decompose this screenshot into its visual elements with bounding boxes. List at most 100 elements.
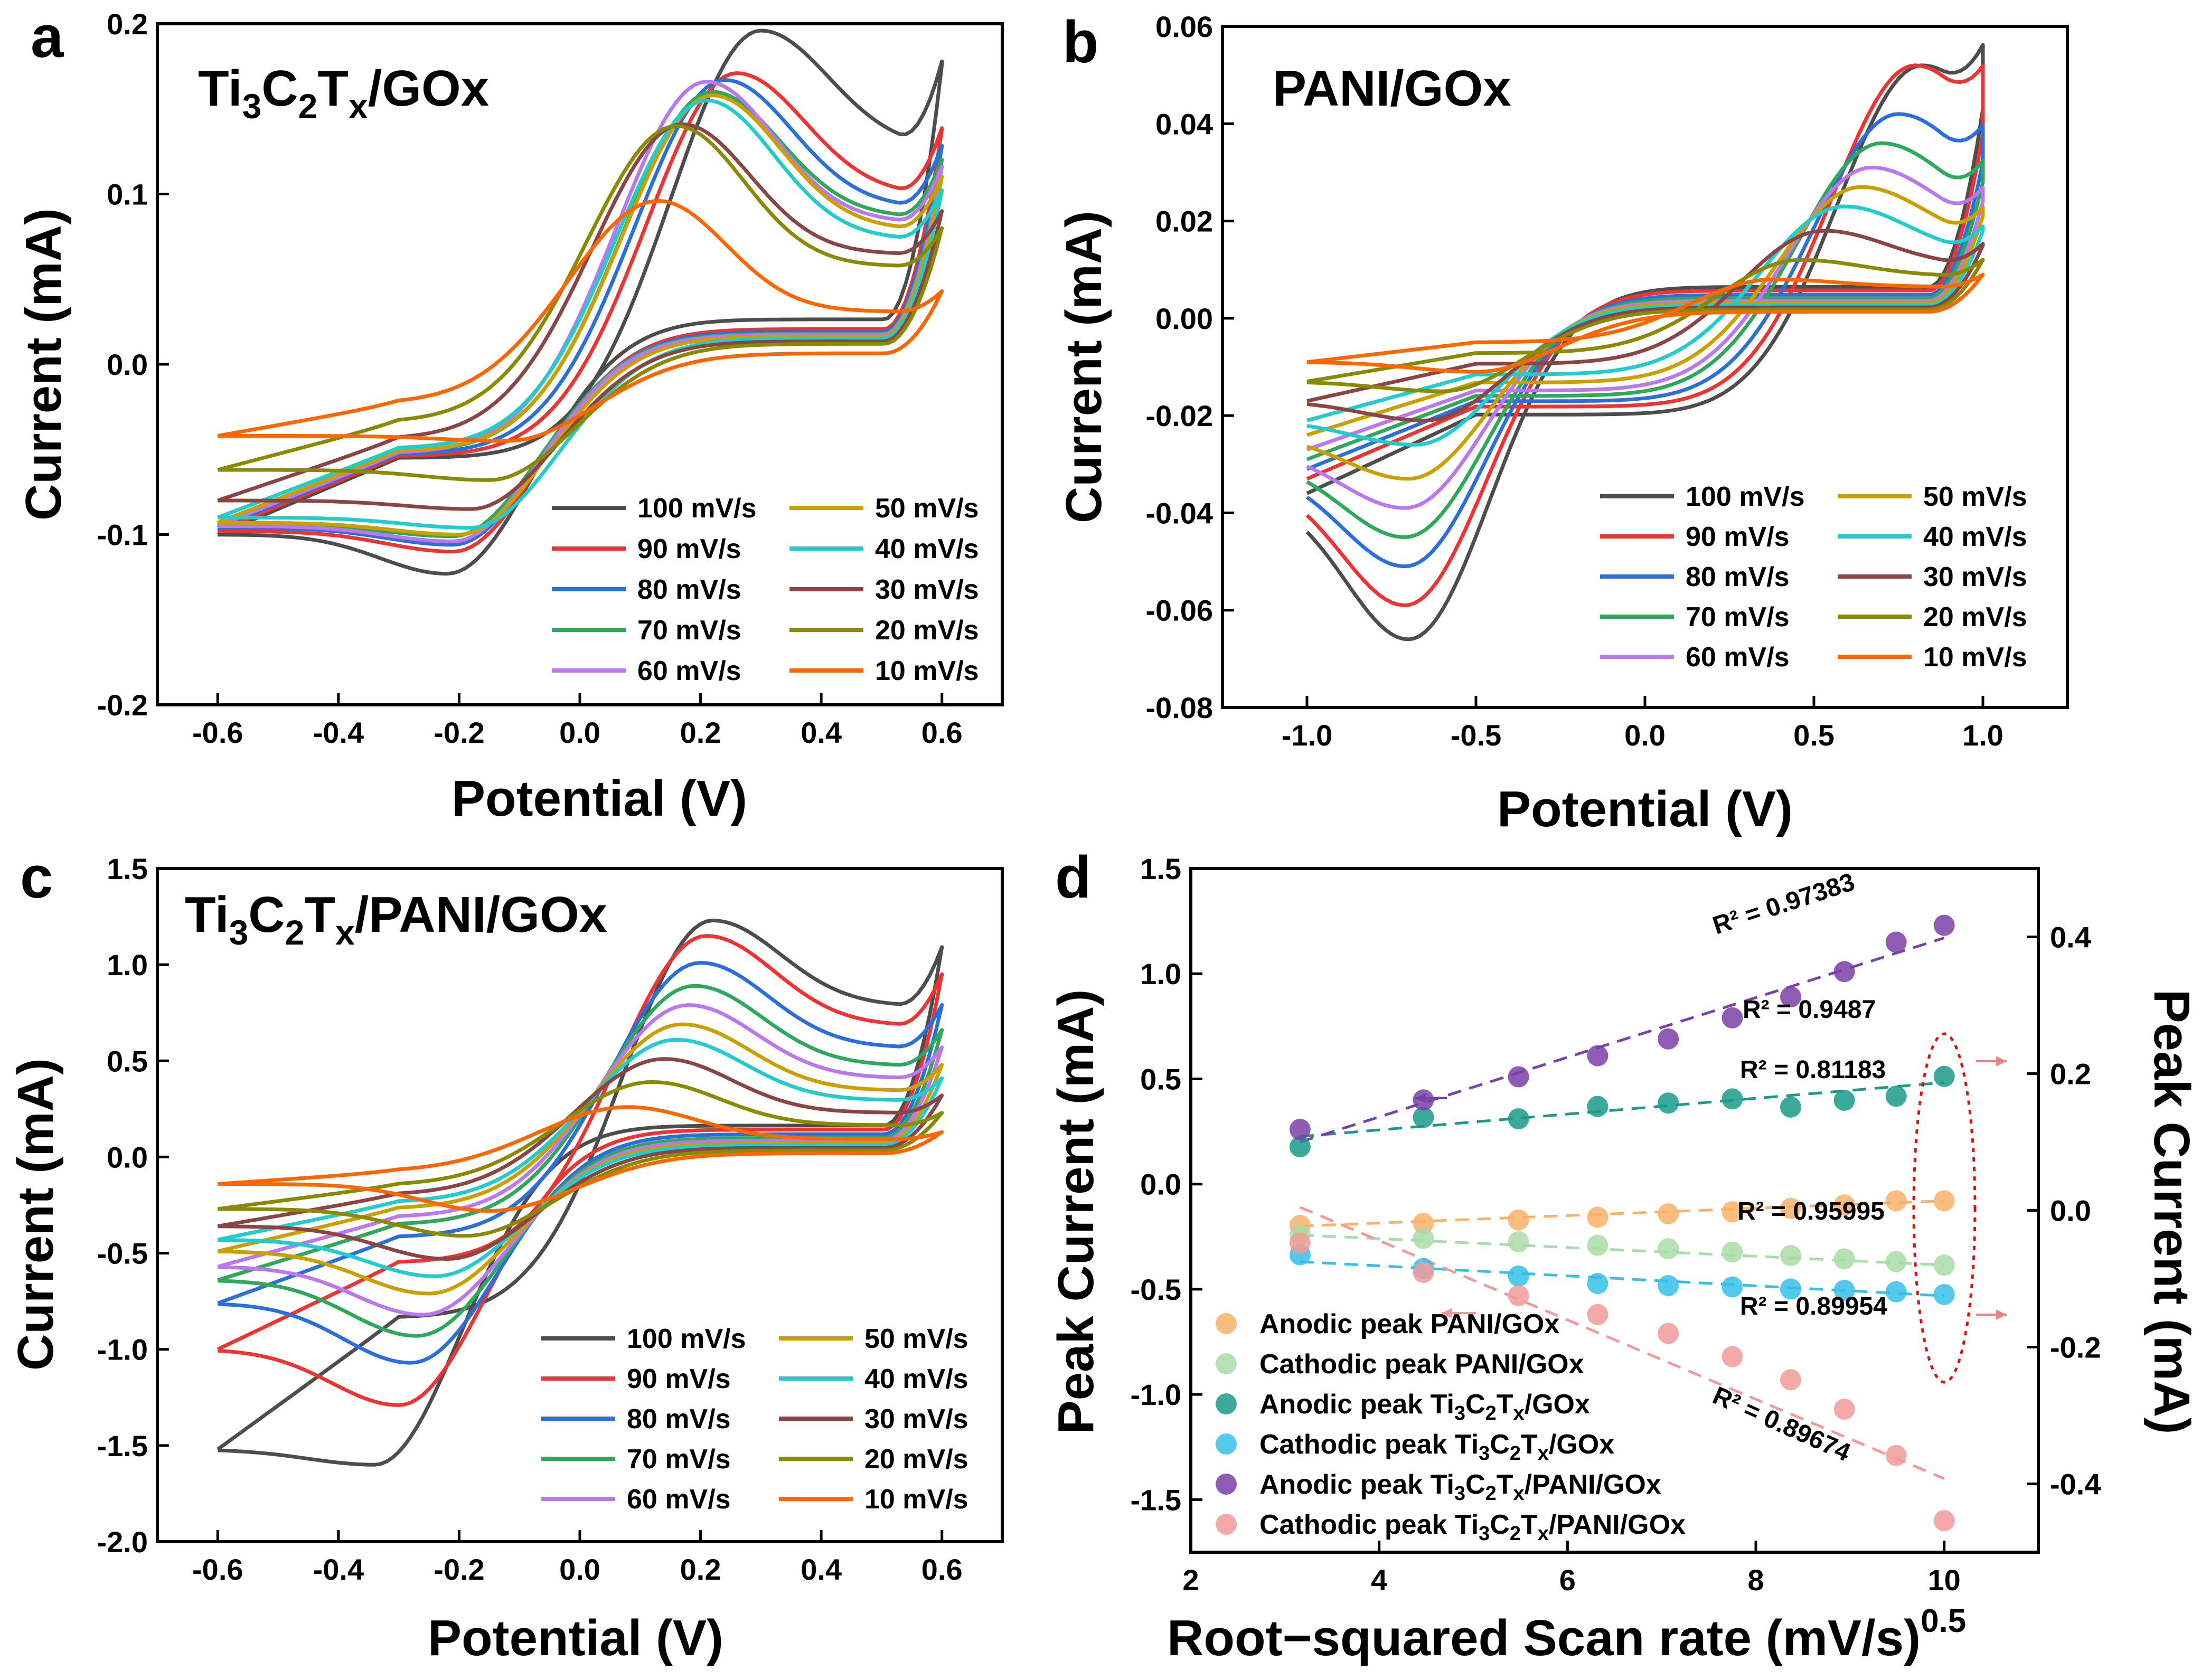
- legend-label: 60 mV/s: [637, 656, 741, 686]
- cv-curve: [1306, 258, 1985, 393]
- left-axis-arrow-head: [1442, 1308, 1452, 1318]
- data-point: [1508, 1108, 1529, 1129]
- data-point: [1933, 1254, 1955, 1276]
- data-point: [1508, 1231, 1529, 1253]
- data-point: [1885, 1281, 1907, 1303]
- data-point: [1933, 1510, 1955, 1532]
- panel-d-ticks: 2 4 6 8 10 -1.5 -1.0 -0.5 0.0 0.5 1.0 1.5 -0.4 -0.2 0.…: [1131, 852, 2101, 1597]
- y-tick-label: -1.0: [1131, 1378, 1182, 1411]
- legend-label: 10 mV/s: [864, 1484, 968, 1515]
- y-tick-label: -2.0: [97, 1525, 148, 1559]
- cv-curve: [1306, 141, 1985, 539]
- data-point: [1413, 1262, 1434, 1283]
- data-point: [1833, 961, 1855, 983]
- legend-label: Anodic peak Ti3C2Tx/GOx: [1259, 1389, 1590, 1424]
- y-tick-label: 1.0: [107, 948, 148, 981]
- data-point: [1413, 1107, 1434, 1128]
- y-tick-label: 1.5: [1140, 852, 1181, 885]
- data-point: [1833, 1248, 1855, 1270]
- data-point: [1722, 1088, 1743, 1110]
- cv-curve: [217, 934, 944, 1407]
- panel-b-frame: [1221, 25, 2069, 709]
- y-tick-label: -0.04: [1145, 496, 1213, 530]
- y-tick-label: 0.0: [107, 348, 148, 381]
- y2-tick-label: 0.2: [2050, 1058, 2091, 1091]
- data-point: [1722, 1276, 1743, 1298]
- data-point: [1780, 1369, 1801, 1391]
- panel-d-letter: d: [1055, 844, 1091, 910]
- data-point: [1587, 1304, 1609, 1325]
- x-tick-label: 0.4: [801, 716, 842, 749]
- x-tick-label: 6: [1559, 1563, 1576, 1597]
- legend-marker: [1216, 1353, 1237, 1374]
- data-point: [1780, 1244, 1801, 1266]
- x-tick-label: 10: [1928, 1563, 1961, 1597]
- data-point: [1933, 1283, 1955, 1305]
- cv-curve: [217, 93, 944, 536]
- x-tick-label: -0.2: [434, 1553, 485, 1586]
- data-point: [1722, 1201, 1743, 1223]
- panel-c-ylabel: Current (mA): [7, 1058, 64, 1371]
- panel-c-xlabel: Potential (V): [428, 1610, 723, 1666]
- data-point: [1587, 1234, 1609, 1256]
- y-tick-label: 0.02: [1155, 205, 1213, 238]
- fit-line: [1299, 1206, 1945, 1480]
- r2-label: R² = 0.9487: [1743, 996, 1876, 1024]
- data-point: [1885, 1190, 1907, 1212]
- legend-label: 80 mV/s: [1686, 562, 1790, 592]
- cv-curve: [217, 1022, 944, 1296]
- y2-tick-label: 0.4: [2050, 921, 2091, 954]
- y-tick-label: 0.5: [107, 1044, 148, 1078]
- y-tick-label: -0.08: [1145, 691, 1213, 724]
- legend-label: 10 mV/s: [1923, 642, 2027, 673]
- y-tick-label: 1.0: [1140, 957, 1181, 990]
- y-tick-label: 0.5: [1140, 1062, 1181, 1096]
- data-point: [1780, 1197, 1801, 1219]
- y-tick-label: -0.1: [97, 518, 148, 552]
- legend-label: 50 mV/s: [875, 493, 979, 524]
- legend-label: 40 mV/s: [1923, 522, 2027, 552]
- cv-curve: [217, 918, 944, 1467]
- data-point: [1933, 1065, 1955, 1087]
- r2-label: R² = 0.97383: [1709, 868, 1858, 940]
- legend-label: 70 mV/s: [627, 1444, 731, 1475]
- legend-label: 20 mV/s: [864, 1444, 968, 1475]
- data-point: [1933, 914, 1955, 936]
- y-tick-label: 0.1: [107, 178, 148, 211]
- data-point: [1833, 1399, 1855, 1420]
- legend-label: 50 mV/s: [864, 1324, 968, 1354]
- legend-label: 50 mV/s: [1923, 482, 2027, 512]
- x-tick-label: 0.4: [801, 1553, 842, 1586]
- r2-label: R² = 0.89674: [1709, 1382, 1855, 1467]
- y-tick-label: 0.0: [107, 1140, 148, 1174]
- r2-label: R² = 0.81183: [1740, 1056, 1886, 1084]
- data-point: [1833, 1280, 1855, 1301]
- cv-curve: [1305, 112, 1985, 569]
- cv-curve: [1306, 272, 1985, 374]
- data-point: [1780, 986, 1801, 1008]
- panel-c-curves: [217, 918, 944, 1467]
- legend-label: 80 mV/s: [627, 1404, 731, 1434]
- x-tick-label: -0.4: [313, 1553, 364, 1586]
- panel-b-legend: 100 mV/s 90 mV/s 80 mV/s 70 mV/s 60 mV/s 50 m…: [1600, 482, 2027, 673]
- fit-line: [1300, 1081, 1944, 1138]
- data-point: [1833, 1090, 1855, 1111]
- data-point: [1508, 1209, 1529, 1231]
- legend-label: 90 mV/s: [637, 534, 741, 564]
- cv-curve: [217, 1037, 944, 1278]
- r2-label: R² = 0.95995: [1737, 1197, 1885, 1225]
- r2-label: R² = 0.89954: [1740, 1292, 1887, 1320]
- x-tick-label: -0.6: [192, 716, 243, 749]
- legend-label: 30 mV/s: [1923, 562, 2027, 592]
- y2-tick-label: -0.4: [2050, 1468, 2101, 1501]
- legend-label: 40 mV/s: [864, 1364, 968, 1394]
- left-axis-arrow-head: [1415, 1093, 1426, 1103]
- y-tick-label: -0.2: [97, 688, 148, 722]
- legend-label: 30 mV/s: [864, 1404, 968, 1434]
- data-point: [1885, 1086, 1907, 1107]
- x-tick-label: -0.5: [1451, 719, 1502, 752]
- x-tick-label: -0.4: [313, 716, 364, 749]
- data-point: [1587, 1096, 1609, 1117]
- panel-a-ylabel: Current (mA): [15, 208, 72, 521]
